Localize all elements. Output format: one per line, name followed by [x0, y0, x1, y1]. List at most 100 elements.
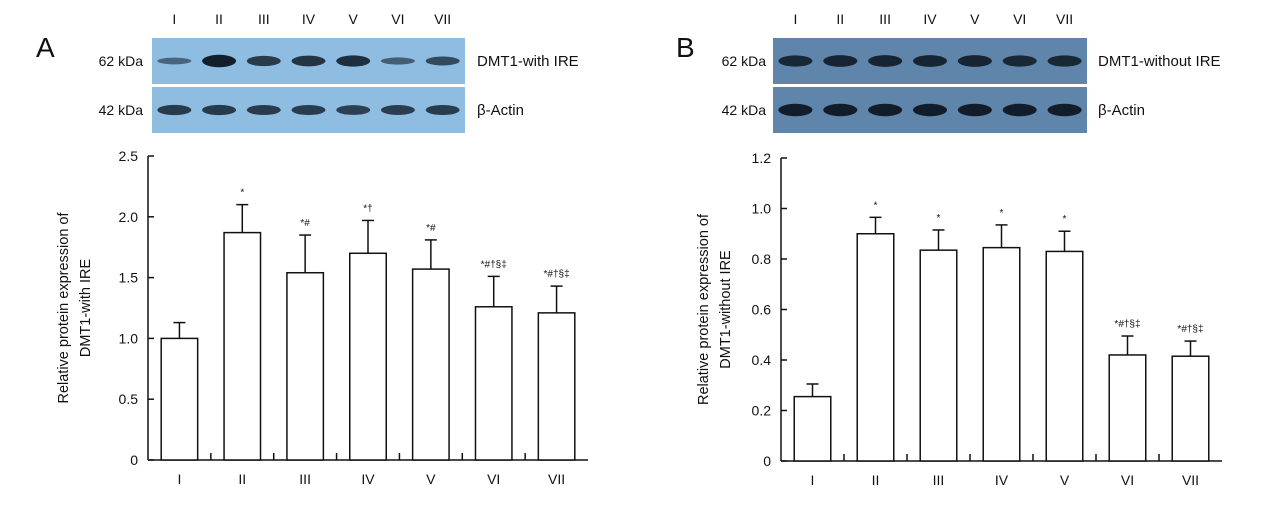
- significance-label: *#: [426, 223, 436, 234]
- y-tick-label: 1.2: [752, 150, 772, 166]
- x-tick-label: IV: [361, 471, 375, 487]
- significance-label: *#†§‡: [481, 259, 507, 270]
- blot-lane-label: III: [258, 11, 270, 27]
- blot-band: [823, 55, 858, 67]
- bar: [1108, 354, 1147, 462]
- blot-band: [380, 57, 415, 65]
- bar: [537, 312, 576, 461]
- blot-band: [868, 55, 903, 67]
- bar: [349, 252, 387, 461]
- y-tick-label: 0.2: [752, 403, 772, 419]
- y-tick-label: 0.8: [752, 251, 772, 267]
- blot-row-label: DMT1-with IRE: [477, 53, 579, 70]
- x-tick-label: I: [177, 471, 181, 487]
- x-tick-label: IV: [995, 472, 1009, 488]
- bar: [1045, 250, 1084, 462]
- blot-size-label: 62 kDa: [99, 53, 144, 69]
- panel-a-letter: A: [36, 32, 55, 63]
- blot-band: [1047, 103, 1082, 117]
- x-tick-label: V: [426, 471, 436, 487]
- blot-lane-label: VII: [1056, 11, 1073, 27]
- significance-label: *#: [300, 218, 310, 229]
- blot-lane-label: I: [793, 11, 797, 27]
- blot-band: [246, 55, 281, 67]
- y-tick-label: 1.0: [119, 330, 139, 346]
- y-tick-label: 2.0: [119, 209, 139, 225]
- blot-band: [336, 105, 371, 115]
- y-tick-label: 0.5: [119, 391, 139, 407]
- blot-band: [1002, 55, 1037, 67]
- blot-band: [336, 55, 371, 67]
- blot-band: [912, 103, 948, 117]
- blot-lane-label: VI: [1013, 11, 1026, 27]
- y-axis-label: DMT1-with IRE: [78, 259, 94, 358]
- y-tick-label: 0: [130, 452, 138, 468]
- blot-band: [202, 104, 237, 116]
- blot-lane-label: V: [349, 11, 359, 27]
- blot-lane-label: V: [970, 11, 980, 27]
- significance-label: *: [1063, 214, 1067, 225]
- blot-lane-label: IV: [302, 11, 316, 27]
- blot-band: [425, 56, 460, 66]
- significance-label: *#†§‡: [544, 269, 570, 280]
- blot-band: [1002, 103, 1037, 117]
- significance-label: *: [240, 188, 244, 199]
- blot-band: [823, 103, 858, 117]
- y-tick-label: 2.5: [119, 148, 139, 164]
- blot-size-label: 42 kDa: [722, 102, 767, 118]
- panel-b-letter: B: [676, 32, 695, 63]
- x-tick-label: VI: [487, 471, 500, 487]
- x-tick-label: II: [872, 472, 880, 488]
- significance-label: *: [1000, 208, 1004, 219]
- panel-a-chart: 0 0.5 1.0 1.5 2.0 2.5 Relative protein express…: [56, 148, 588, 487]
- x-tick-label: VII: [1182, 472, 1199, 488]
- x-tick-label: I: [811, 472, 815, 488]
- blot-size-label: 42 kDa: [99, 102, 144, 118]
- blot-lane-label: IV: [923, 11, 937, 27]
- blot-lane-label: VI: [391, 11, 404, 27]
- x-tick-label: V: [1060, 472, 1070, 488]
- blot-lane-label: VII: [434, 11, 451, 27]
- blot-band: [868, 103, 903, 117]
- blot-band: [291, 104, 326, 116]
- blot-lane-label: II: [836, 11, 844, 27]
- y-tick-label: 0.4: [752, 352, 772, 368]
- x-tick-label: II: [238, 471, 246, 487]
- blot-row-label: β-Actin: [1098, 102, 1145, 119]
- blot-band: [157, 104, 192, 116]
- blot-band: [957, 55, 992, 67]
- x-tick-label: VII: [548, 471, 565, 487]
- y-tick-label: 1.0: [752, 201, 772, 217]
- significance-label: *#†§‡: [1114, 319, 1140, 330]
- x-tick-label: VI: [1121, 472, 1134, 488]
- significance-label: *#†§‡: [1177, 324, 1203, 335]
- blot-band: [778, 103, 813, 117]
- bar: [1171, 355, 1210, 462]
- y-tick-label: 0: [763, 453, 771, 469]
- bar: [223, 231, 262, 461]
- bar: [793, 395, 832, 462]
- blot-row-label: DMT1-without IRE: [1098, 53, 1221, 70]
- significance-label: *: [874, 200, 878, 211]
- blot-band: [957, 103, 992, 117]
- blot-lane-label: III: [879, 11, 891, 27]
- blot-lane-label: I: [172, 11, 176, 27]
- blot-band: [380, 105, 415, 115]
- blot-row-label: β-Actin: [477, 102, 524, 119]
- bar: [474, 306, 513, 461]
- y-axis-label: Relative protein expression of: [696, 213, 712, 405]
- significance-label: *†: [363, 203, 372, 214]
- bar: [982, 246, 1021, 462]
- bar: [411, 268, 450, 461]
- significance-label: *: [937, 213, 941, 224]
- y-axis-label: Relative protein expression of: [56, 212, 72, 404]
- bar: [286, 271, 325, 461]
- blot-band: [778, 55, 813, 67]
- bar: [919, 249, 958, 462]
- y-tick-label: 1.5: [119, 270, 139, 286]
